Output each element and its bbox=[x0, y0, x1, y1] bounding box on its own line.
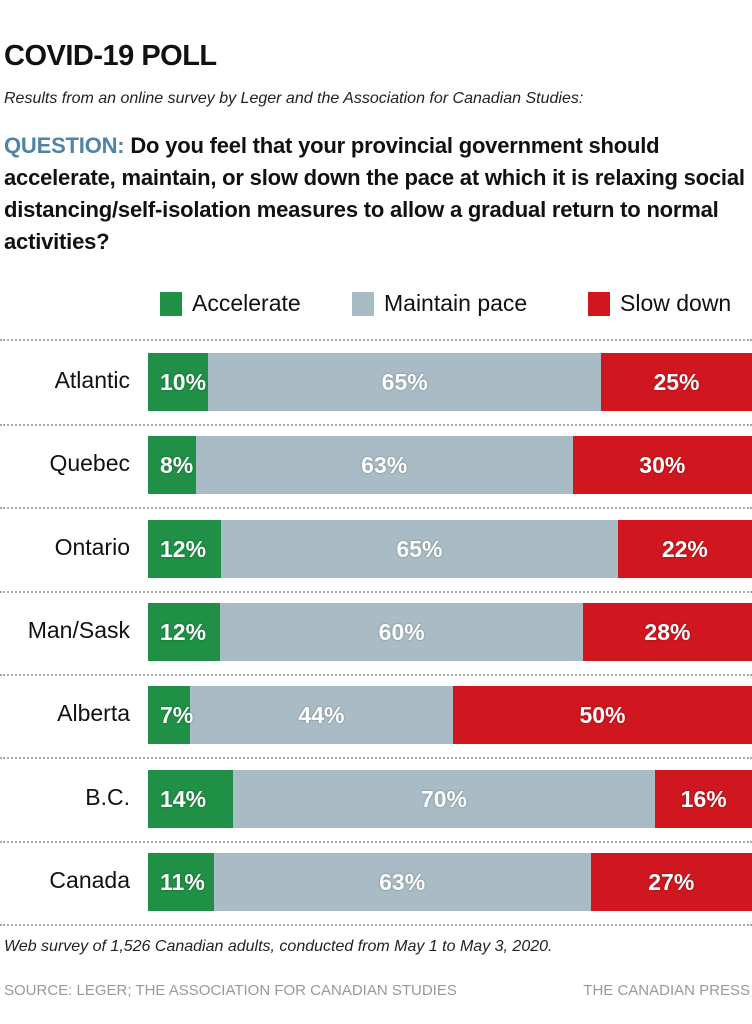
bar-segment bbox=[148, 852, 214, 911]
row-divider bbox=[0, 923, 752, 926]
bar-segment bbox=[148, 769, 233, 828]
legend-item: Maintain pace bbox=[352, 290, 527, 317]
data-label: 7% bbox=[160, 702, 194, 729]
bar-segment bbox=[213, 852, 591, 911]
row-divider bbox=[0, 507, 752, 510]
chart-title: COVID-19 POLL bbox=[4, 40, 217, 72]
row-divider bbox=[0, 339, 752, 341]
bar-segment bbox=[148, 353, 209, 411]
question: QUESTION: Do you feel that your provinci… bbox=[4, 130, 749, 258]
row-divider bbox=[0, 424, 752, 426]
legend-swatch bbox=[160, 291, 182, 316]
bar-segment bbox=[221, 519, 618, 578]
bar-segment bbox=[148, 436, 196, 495]
chart-subtitle: Results from an online survey by Leger a… bbox=[4, 90, 584, 107]
data-label: 65% bbox=[381, 369, 428, 395]
bar-segment bbox=[582, 602, 752, 661]
category-label: Canada bbox=[49, 866, 130, 893]
data-label: 44% bbox=[298, 702, 345, 729]
bar-segment bbox=[208, 353, 601, 411]
bar-segment bbox=[148, 519, 222, 578]
bar-segment bbox=[452, 686, 752, 745]
legend-item: Slow down bbox=[588, 290, 731, 317]
survey-note: Web survey of 1,526 Canadian adults, con… bbox=[4, 938, 553, 955]
legend-label: Maintain pace bbox=[384, 290, 528, 316]
bar-segment bbox=[195, 436, 573, 495]
data-label: 8% bbox=[160, 452, 194, 479]
category-label: Man/Sask bbox=[27, 616, 130, 643]
row-divider bbox=[0, 840, 752, 843]
data-label: 11% bbox=[160, 868, 205, 895]
bar-segment bbox=[189, 686, 453, 745]
bar-segment bbox=[617, 519, 752, 578]
category-label: Alberta bbox=[57, 700, 130, 727]
bar-segment bbox=[590, 852, 752, 911]
source: SOURCE: LEGER; THE ASSOCIATION FOR CANAD… bbox=[4, 982, 457, 999]
data-label: 10% bbox=[160, 369, 207, 395]
question-text: Do you feel that your provincial governm… bbox=[4, 133, 745, 254]
data-label: 63% bbox=[379, 868, 426, 895]
bar-segment bbox=[220, 602, 583, 661]
data-label: 14% bbox=[160, 785, 207, 812]
category-label: Ontario bbox=[54, 533, 130, 560]
bar-segment bbox=[601, 353, 752, 411]
data-label: 60% bbox=[378, 618, 425, 645]
bar-segment bbox=[572, 436, 752, 495]
bar-segment bbox=[148, 686, 190, 745]
bar-segment bbox=[655, 769, 752, 828]
data-label: 12% bbox=[160, 618, 207, 645]
category-label: Quebec bbox=[49, 450, 130, 477]
data-label: 30% bbox=[639, 452, 686, 479]
data-label: 50% bbox=[579, 702, 626, 729]
data-label: 65% bbox=[396, 535, 443, 562]
data-label: 70% bbox=[420, 785, 467, 812]
data-label: 22% bbox=[661, 535, 708, 562]
row-divider bbox=[0, 673, 752, 676]
legend-label: Accelerate bbox=[192, 290, 301, 316]
legend-label: Slow down bbox=[620, 290, 732, 316]
bar-segment bbox=[232, 769, 656, 828]
question-label: QUESTION: bbox=[4, 133, 125, 158]
legend-swatch bbox=[352, 291, 374, 316]
data-label: 25% bbox=[653, 369, 700, 395]
legend-swatch bbox=[588, 291, 610, 316]
data-label: 63% bbox=[361, 452, 408, 479]
row-divider bbox=[0, 757, 752, 760]
category-label: Atlantic bbox=[54, 367, 130, 393]
data-label: 16% bbox=[680, 785, 727, 812]
bar-segment bbox=[148, 602, 221, 661]
data-label: 12% bbox=[160, 535, 207, 562]
data-label: 28% bbox=[644, 618, 691, 645]
category-label: B.C. bbox=[85, 783, 130, 810]
data-label: 27% bbox=[648, 868, 695, 895]
credit: THE CANADIAN PRESS bbox=[583, 982, 750, 999]
row-divider bbox=[0, 590, 752, 593]
legend-item: Accelerate bbox=[160, 290, 301, 317]
